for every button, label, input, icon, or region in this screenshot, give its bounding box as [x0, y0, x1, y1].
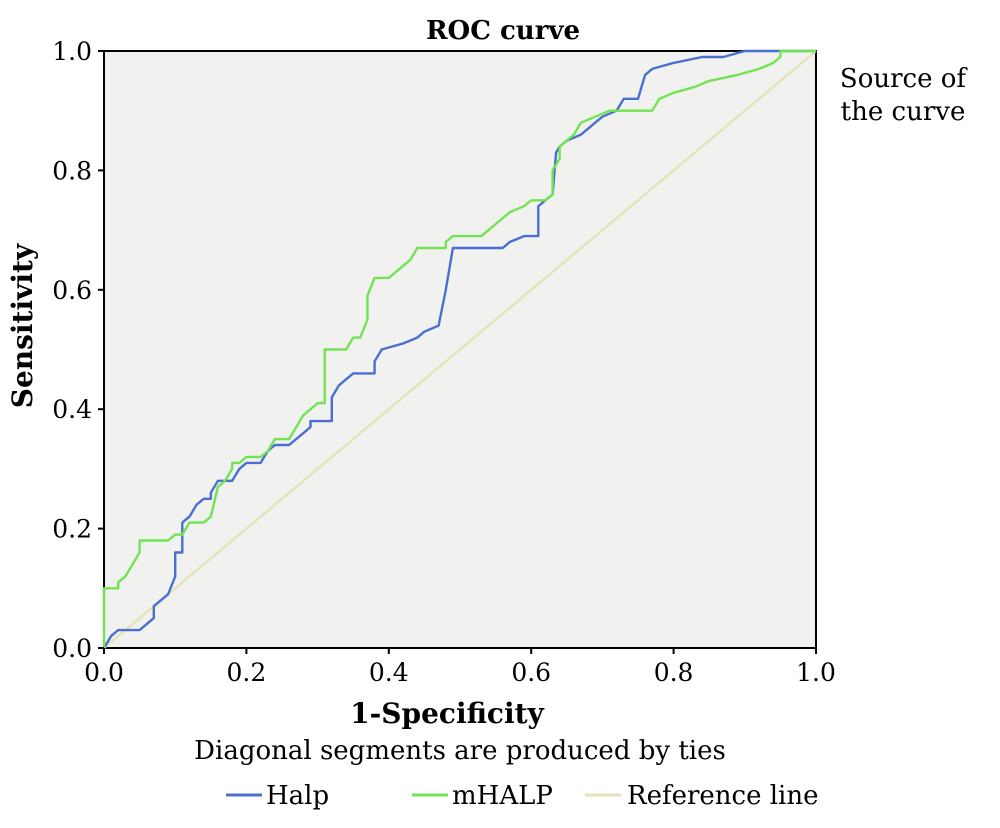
series-line-reference-line [103, 50, 817, 649]
y-axis-ticks: 0.0 0.2 0.4 0.6 0.8 1.0 [52, 37, 104, 663]
legend-label-reference-line: Reference line [627, 781, 819, 811]
x-tick-label: 0.8 [654, 658, 694, 687]
y-axis-label: Sensitivity [6, 243, 39, 408]
y-tick-label: 0.6 [52, 276, 92, 305]
legend-title-line-2: the curve [841, 97, 966, 127]
y-tick-label: 0.2 [52, 515, 92, 544]
x-tick-label: 1.0 [796, 658, 836, 687]
ties-note: Diagonal segments are produced by ties [194, 736, 726, 766]
y-tick-label: 0.8 [52, 156, 92, 185]
y-tick-label: 1.0 [52, 37, 92, 66]
legend-label-halp: Halp [266, 781, 329, 811]
x-tick-label: 0.2 [227, 658, 267, 687]
legend: Halp mHALP Reference line [226, 781, 819, 811]
legend-title-line-1: Source of [840, 64, 969, 94]
legend-label-mhalp: mHALP [452, 781, 553, 811]
series-layer [102, 49, 817, 649]
y-tick-label: 0.0 [52, 634, 92, 663]
x-tick-label: 0.4 [369, 658, 409, 687]
series-line-halp [102, 49, 816, 649]
chart-title: ROC curve [426, 16, 580, 46]
series-line-mhalp [102, 49, 816, 648]
x-axis-ticks: 0.0 0.2 0.4 0.6 0.8 1.0 [84, 648, 836, 687]
x-tick-label: 0.0 [84, 658, 124, 687]
x-axis-label: 1-Specificity [350, 697, 544, 730]
x-tick-label: 0.6 [511, 658, 551, 687]
y-tick-label: 0.4 [52, 395, 92, 424]
